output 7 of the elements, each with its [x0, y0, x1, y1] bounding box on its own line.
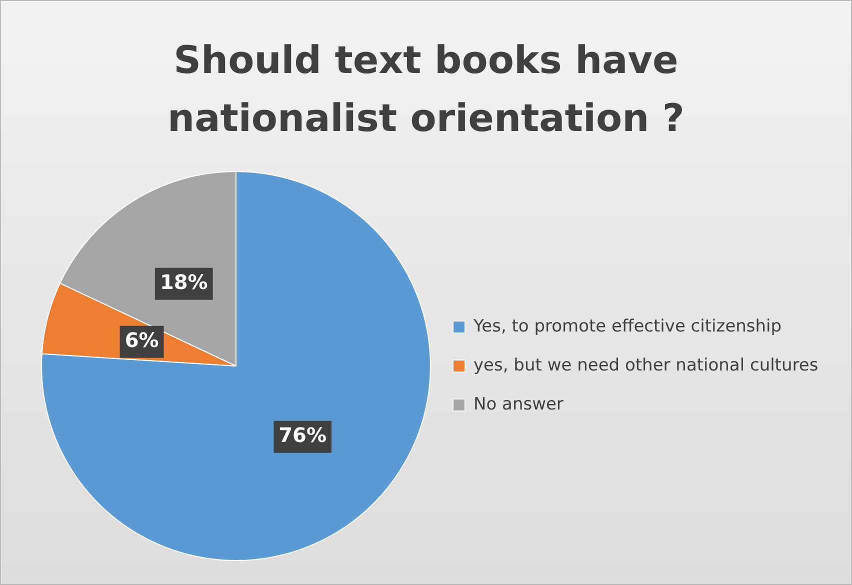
legend-label: yes, but we need other national cultures [474, 355, 818, 376]
data-label: 6% [124, 328, 159, 352]
legend-label: Yes, to promote effective citizenship [472, 316, 782, 336]
data-label: 76% [278, 423, 327, 448]
chart-title: Should text books have nationalist orientation ? [166, 37, 686, 142]
legend-label: No answer [474, 394, 564, 414]
data-label: 18% [160, 270, 208, 294]
